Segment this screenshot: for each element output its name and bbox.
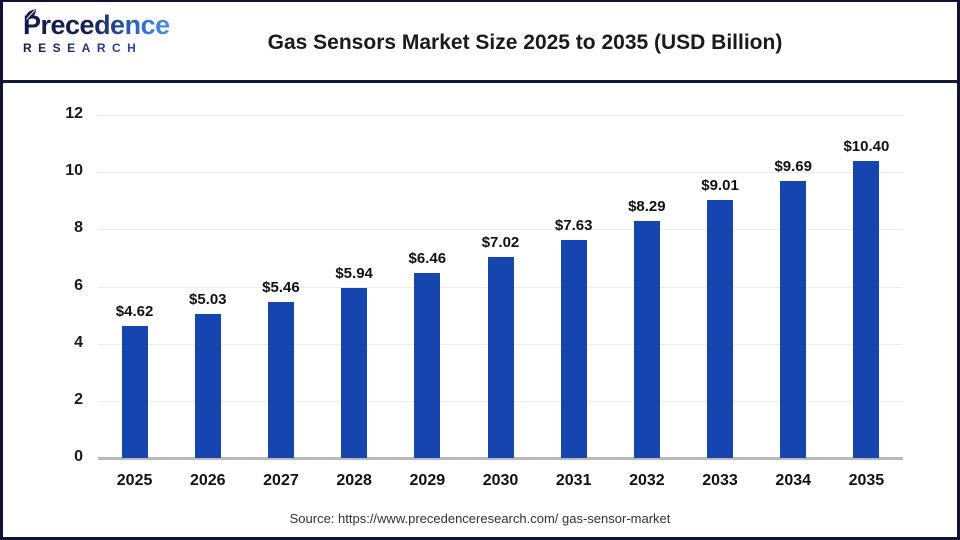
gridline-8 [98, 229, 903, 231]
y-axis-tick-2: 2 [74, 390, 83, 408]
bar-value-label-2033: $9.01 [701, 177, 739, 195]
bar-2029 [414, 273, 441, 458]
logo-subtitle: RESEARCH [23, 42, 213, 54]
bar-value-label-2034: $9.69 [774, 158, 812, 176]
x-axis-tick-2026: 2026 [189, 472, 226, 489]
bar-2033 [707, 200, 734, 458]
x-axis-tick-2034: 2034 [775, 472, 812, 489]
x-axis-tick-2035: 2035 [848, 472, 885, 489]
gridline-10 [98, 172, 903, 174]
y-axis-tick-12: 12 [65, 105, 83, 122]
x-axis-tick-2027: 2027 [263, 472, 299, 489]
x-axis-tick-2032: 2032 [629, 472, 665, 489]
header: Precedence RESEARCH Gas Sensors Market S… [3, 2, 957, 83]
x-axis-tick-2028: 2028 [336, 472, 372, 489]
bar-value-label-2027: $5.46 [262, 278, 300, 296]
bar-value-label-2028: $5.94 [335, 265, 373, 283]
bar-chart: 0 2 4 6 8 10 12 $4.62 2025 $5.03 2026 $5.46 2027 $5.9… [3, 86, 957, 537]
y-axis-tick-6: 6 [74, 276, 83, 294]
y-axis-tick-0: 0 [74, 448, 83, 465]
bar-2025 [121, 325, 148, 458]
source-text: Source: https://www.precedenceresearch.c… [289, 511, 671, 526]
x-axis-tick-2030: 2030 [482, 472, 519, 489]
y-axis-tick-8: 8 [74, 219, 83, 237]
x-axis-tick-2025: 2025 [116, 472, 153, 489]
leaf-icon [25, 9, 37, 21]
bar-2035 [853, 160, 880, 458]
bar-2028 [341, 288, 368, 458]
gridline-12 [98, 115, 903, 116]
bar-value-label-2026: $5.03 [188, 291, 227, 309]
y-axis-tick-10: 10 [65, 162, 83, 180]
bar-2034 [780, 181, 807, 458]
bar-value-label-2035: $10.40 [843, 137, 890, 155]
bar-value-label-2030: $7.02 [481, 234, 520, 252]
bar-value-label-2032: $8.29 [628, 198, 666, 216]
x-axis-tick-2029: 2029 [409, 472, 446, 489]
bar-value-label-2029: $6.46 [408, 250, 447, 268]
bar-value-label-2025: $4.62 [115, 302, 154, 320]
page-title: Gas Sensors Market Size 2025 to 2035 (US… [267, 31, 783, 54]
bar-2032 [633, 221, 660, 458]
bar-2026 [194, 314, 221, 458]
x-axis-tick-2033: 2033 [702, 472, 738, 489]
logo-wordmark: Precedence [23, 9, 170, 40]
precedence-research-logo: Precedence RESEARCH [23, 9, 213, 54]
bar-2030 [487, 257, 514, 458]
y-axis-tick-4: 4 [74, 333, 83, 351]
x-axis-tick-2031: 2031 [555, 472, 592, 489]
bar-value-label-2031: $7.63 [554, 216, 593, 234]
bar-2027 [267, 301, 294, 458]
x-axis-line [98, 457, 903, 460]
bar-2031 [560, 239, 587, 458]
